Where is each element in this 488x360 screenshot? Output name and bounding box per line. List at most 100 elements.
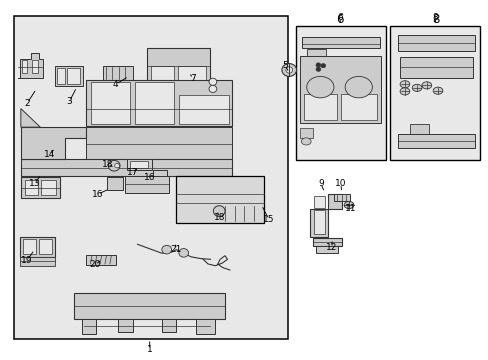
Polygon shape — [176, 176, 264, 223]
Bar — [295, 26, 385, 160]
Polygon shape — [22, 60, 27, 73]
Text: 13: 13 — [29, 179, 40, 188]
Polygon shape — [125, 176, 169, 193]
Ellipse shape — [432, 87, 442, 94]
Polygon shape — [162, 319, 176, 332]
Polygon shape — [20, 257, 55, 266]
Polygon shape — [86, 255, 116, 265]
Polygon shape — [399, 57, 472, 78]
Bar — [14, 16, 287, 339]
Polygon shape — [313, 196, 324, 208]
Ellipse shape — [320, 64, 325, 68]
Polygon shape — [67, 68, 80, 84]
Polygon shape — [21, 177, 60, 198]
Polygon shape — [313, 210, 324, 234]
Ellipse shape — [315, 67, 320, 71]
Polygon shape — [301, 37, 379, 48]
Polygon shape — [135, 82, 174, 123]
Ellipse shape — [399, 88, 409, 95]
Polygon shape — [306, 49, 325, 56]
Text: 10: 10 — [334, 179, 346, 188]
Polygon shape — [55, 66, 83, 86]
Polygon shape — [196, 319, 215, 334]
Polygon shape — [312, 238, 341, 246]
Ellipse shape — [213, 206, 224, 216]
Polygon shape — [409, 123, 428, 134]
Polygon shape — [340, 94, 376, 120]
Text: 8: 8 — [432, 13, 438, 22]
Polygon shape — [334, 194, 350, 202]
Polygon shape — [86, 127, 232, 158]
Text: 16: 16 — [143, 173, 155, 182]
Polygon shape — [39, 239, 52, 254]
Text: 11: 11 — [344, 204, 356, 213]
Polygon shape — [57, 68, 64, 84]
Text: 16: 16 — [92, 190, 103, 199]
Polygon shape — [300, 56, 380, 123]
Text: 6: 6 — [337, 13, 343, 22]
Polygon shape — [126, 159, 152, 170]
Ellipse shape — [411, 84, 421, 91]
Polygon shape — [153, 170, 166, 178]
Text: 14: 14 — [44, 150, 56, 159]
Text: 20: 20 — [89, 260, 101, 269]
Text: 5: 5 — [282, 61, 287, 70]
Ellipse shape — [344, 202, 353, 208]
Text: 15: 15 — [263, 215, 274, 224]
Polygon shape — [31, 60, 38, 73]
Polygon shape — [397, 35, 474, 51]
Polygon shape — [41, 180, 56, 195]
Text: 6: 6 — [336, 13, 344, 26]
Polygon shape — [86, 80, 232, 126]
Polygon shape — [20, 237, 55, 257]
Ellipse shape — [301, 138, 310, 145]
Bar — [389, 26, 479, 160]
Ellipse shape — [306, 76, 333, 98]
Polygon shape — [130, 161, 148, 168]
Text: 8: 8 — [431, 13, 438, 26]
Text: 2: 2 — [24, 99, 30, 108]
Text: 18: 18 — [214, 213, 225, 222]
Ellipse shape — [162, 246, 171, 254]
Polygon shape — [102, 66, 132, 81]
Ellipse shape — [108, 160, 120, 171]
Ellipse shape — [282, 64, 296, 76]
Polygon shape — [316, 247, 337, 252]
Polygon shape — [19, 53, 42, 78]
Polygon shape — [23, 239, 36, 254]
Text: 21: 21 — [170, 245, 182, 254]
Polygon shape — [21, 109, 40, 127]
Polygon shape — [397, 134, 474, 148]
Polygon shape — [91, 82, 130, 123]
Ellipse shape — [208, 78, 216, 85]
Polygon shape — [299, 128, 312, 138]
Text: 7: 7 — [190, 74, 196, 83]
Text: 17: 17 — [127, 168, 138, 177]
Polygon shape — [179, 95, 228, 123]
Polygon shape — [309, 194, 341, 237]
Polygon shape — [21, 159, 232, 176]
Polygon shape — [118, 319, 132, 332]
Ellipse shape — [399, 81, 409, 88]
Polygon shape — [21, 127, 86, 158]
Text: 3: 3 — [66, 97, 72, 106]
Text: 18: 18 — [102, 160, 113, 169]
Polygon shape — [107, 177, 122, 190]
Polygon shape — [25, 180, 38, 195]
Ellipse shape — [208, 85, 216, 93]
Ellipse shape — [115, 163, 119, 168]
Text: 12: 12 — [325, 243, 337, 252]
Text: 9: 9 — [317, 179, 323, 188]
Text: 19: 19 — [21, 256, 33, 265]
Polygon shape — [178, 66, 205, 95]
Polygon shape — [151, 66, 174, 95]
Text: 4: 4 — [113, 80, 118, 89]
Polygon shape — [147, 48, 210, 98]
Ellipse shape — [315, 63, 320, 67]
Ellipse shape — [179, 249, 188, 257]
Polygon shape — [81, 319, 96, 334]
Ellipse shape — [285, 67, 292, 73]
Ellipse shape — [345, 76, 372, 98]
Text: 1: 1 — [146, 345, 152, 354]
Polygon shape — [303, 94, 336, 120]
